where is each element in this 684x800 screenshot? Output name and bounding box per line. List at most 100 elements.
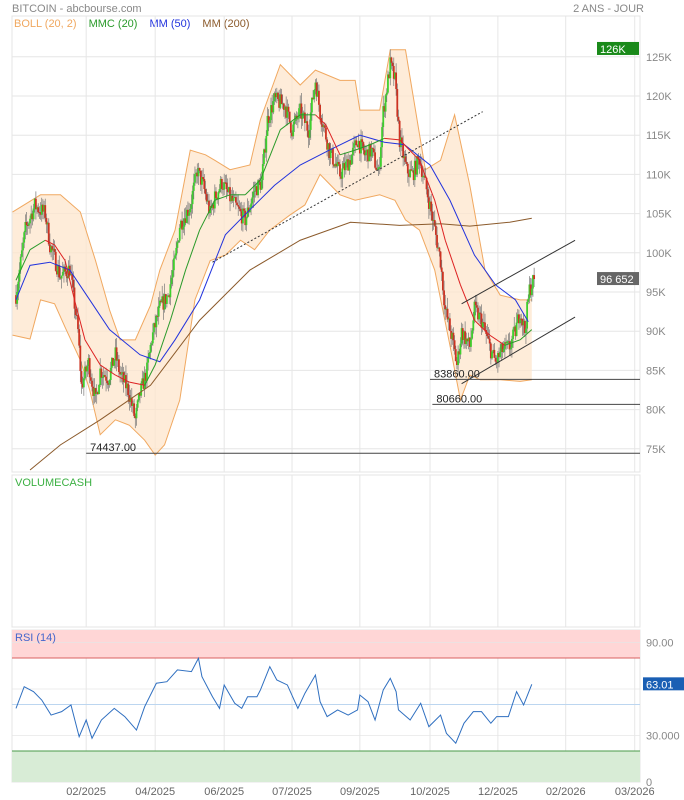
candle-body <box>301 113 304 119</box>
candle-body <box>437 247 440 249</box>
candle-body <box>471 330 474 339</box>
candle <box>264 138 267 158</box>
candle-body <box>183 218 186 227</box>
candle <box>526 299 529 334</box>
candle <box>293 112 296 132</box>
candle-body <box>70 274 72 276</box>
candle-body <box>175 247 178 256</box>
candle <box>415 156 417 177</box>
candle-body <box>170 277 173 285</box>
legend-mm50[interactable]: MM (50) <box>149 18 191 30</box>
candle-body <box>267 115 270 123</box>
candle-body <box>188 212 190 216</box>
candle-body <box>252 191 255 198</box>
candle <box>270 97 272 128</box>
candle-body <box>161 296 164 303</box>
candle <box>303 104 306 132</box>
candle <box>135 404 138 426</box>
candle <box>470 327 472 352</box>
candle-body <box>381 127 383 148</box>
candle <box>479 306 482 325</box>
candle <box>419 153 422 169</box>
candle-body <box>417 156 420 159</box>
candle-body <box>144 372 147 381</box>
candle-body <box>318 90 320 105</box>
candle-body <box>77 315 79 330</box>
candle-body <box>174 255 176 259</box>
candle-body <box>65 271 68 277</box>
candle <box>82 372 85 396</box>
candle-body <box>201 177 203 185</box>
candle <box>463 330 465 349</box>
candle-body <box>78 329 81 346</box>
candle-body <box>320 117 323 125</box>
candle <box>375 160 378 172</box>
last-price-tag-bg <box>597 272 639 286</box>
candle <box>191 185 194 214</box>
candle-body <box>433 219 436 226</box>
bollinger-upper <box>12 49 532 341</box>
candle <box>237 194 240 216</box>
candle <box>503 337 506 358</box>
candle <box>23 230 26 249</box>
candle-body <box>96 392 99 395</box>
candle <box>411 165 414 173</box>
candle <box>169 275 172 306</box>
candle <box>78 324 81 348</box>
candle <box>136 399 139 412</box>
candle <box>184 207 187 226</box>
legend-mm200[interactable]: MM (200) <box>202 18 250 30</box>
candle-body <box>158 300 161 306</box>
candle <box>128 385 131 411</box>
candle-body <box>20 250 23 257</box>
candle <box>507 333 510 345</box>
candle-body <box>309 112 312 130</box>
candle-body <box>312 97 314 100</box>
candle-body <box>347 159 350 171</box>
candle-body <box>143 372 146 389</box>
x-tick-label: 10/2025 <box>410 786 450 798</box>
candle <box>389 49 392 86</box>
candle-body <box>436 234 438 248</box>
candle-body <box>415 160 417 175</box>
period-selector[interactable]: 2 ANS - JOUR <box>573 3 644 15</box>
candle-body <box>353 143 355 148</box>
candle <box>306 112 309 137</box>
candle <box>409 161 412 179</box>
candle-body <box>520 318 523 320</box>
candle <box>195 169 198 184</box>
candle-body <box>58 265 61 278</box>
candle <box>500 342 503 361</box>
candle <box>318 84 320 112</box>
candle <box>481 318 484 333</box>
candle <box>236 195 238 206</box>
candle <box>24 214 27 240</box>
candle <box>86 359 89 377</box>
candle <box>308 119 311 146</box>
candle <box>408 169 410 187</box>
candle <box>40 197 43 222</box>
candle-body <box>408 173 410 177</box>
candle <box>180 219 182 229</box>
candle-body <box>322 125 325 127</box>
mmc20-segment <box>519 329 533 341</box>
candle-body <box>223 182 226 190</box>
candle <box>489 342 492 365</box>
mmc20-segment <box>144 364 156 386</box>
candle-body <box>177 240 180 243</box>
candle-body <box>30 213 33 219</box>
candle-body <box>92 386 95 397</box>
candle-body <box>72 279 75 288</box>
legend-mmc20[interactable]: MMC (20) <box>88 18 138 30</box>
candle-body <box>107 383 110 385</box>
candle <box>495 355 498 369</box>
legend-boll[interactable]: BOLL (20, 2) <box>14 18 77 30</box>
candle-body <box>500 344 503 352</box>
candle-body <box>60 275 63 279</box>
candle <box>464 321 467 349</box>
candle-body <box>156 315 159 317</box>
candle <box>50 244 52 258</box>
candle <box>395 63 398 96</box>
candle-body <box>530 288 533 296</box>
